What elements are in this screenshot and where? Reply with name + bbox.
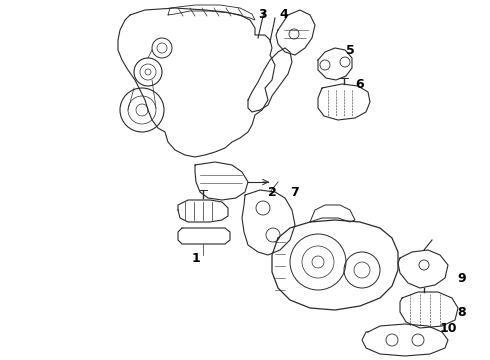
Polygon shape bbox=[195, 162, 248, 200]
Polygon shape bbox=[178, 200, 228, 222]
Polygon shape bbox=[242, 190, 295, 255]
Polygon shape bbox=[118, 8, 275, 157]
Polygon shape bbox=[168, 5, 255, 20]
Polygon shape bbox=[276, 10, 315, 55]
Text: 3: 3 bbox=[258, 8, 266, 21]
Polygon shape bbox=[398, 250, 448, 288]
Polygon shape bbox=[318, 48, 352, 80]
Text: 2: 2 bbox=[268, 185, 276, 198]
Text: 6: 6 bbox=[356, 77, 364, 90]
Text: 9: 9 bbox=[458, 271, 466, 284]
Text: 10: 10 bbox=[439, 321, 457, 334]
Polygon shape bbox=[310, 205, 355, 222]
Polygon shape bbox=[362, 324, 448, 356]
Polygon shape bbox=[178, 228, 230, 244]
Polygon shape bbox=[272, 220, 398, 310]
Polygon shape bbox=[400, 292, 458, 328]
Text: 8: 8 bbox=[458, 306, 466, 319]
Polygon shape bbox=[318, 84, 370, 120]
Text: 1: 1 bbox=[192, 252, 200, 265]
Text: 5: 5 bbox=[345, 44, 354, 57]
Text: 4: 4 bbox=[280, 8, 289, 21]
Text: 7: 7 bbox=[290, 185, 298, 198]
Polygon shape bbox=[248, 48, 292, 112]
